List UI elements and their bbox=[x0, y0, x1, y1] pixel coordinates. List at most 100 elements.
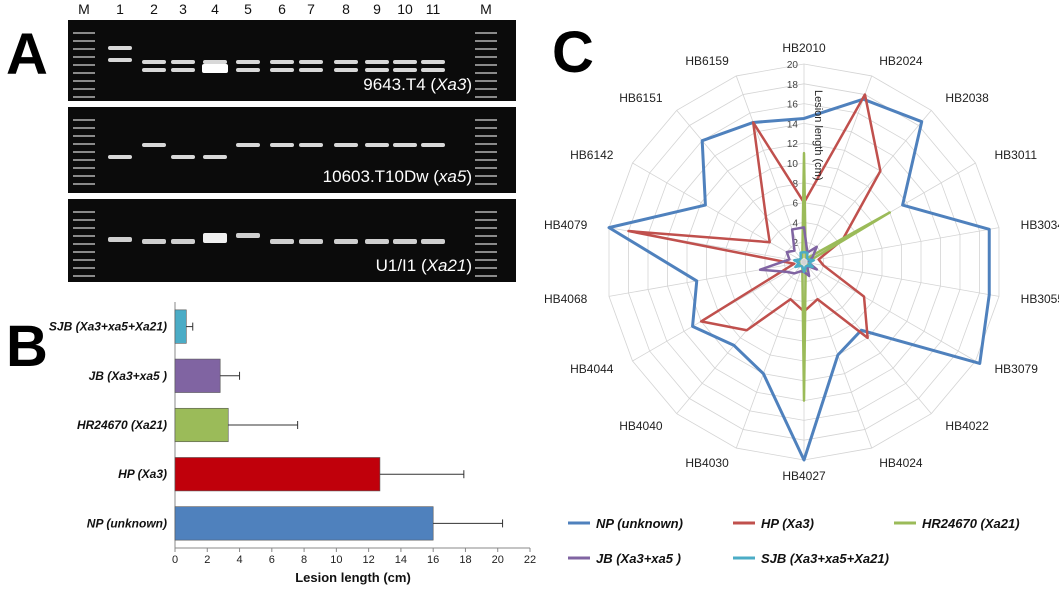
panel-label-b: B bbox=[6, 314, 48, 379]
radar-spoke bbox=[735, 261, 805, 449]
dna-band bbox=[299, 68, 323, 72]
legend-label: JB (Xa3+xa5 ) bbox=[596, 551, 681, 566]
ladder-band bbox=[475, 183, 497, 185]
radar-spoke bbox=[803, 261, 873, 449]
dna-band bbox=[334, 239, 358, 244]
dna-band bbox=[299, 239, 323, 244]
panel-label-a: A bbox=[6, 22, 48, 87]
radar-category-label: HB6159 bbox=[685, 54, 729, 68]
dna-band bbox=[393, 60, 417, 64]
ladder-band bbox=[73, 151, 95, 153]
gel-image-xa3: 9643.T4 (Xa3) bbox=[68, 20, 516, 101]
lane-label: 6 bbox=[278, 1, 286, 17]
ladder-band bbox=[475, 127, 497, 129]
ladder-band bbox=[73, 143, 95, 145]
gel-label-xa21: U1/I1 (Xa21) bbox=[375, 256, 472, 275]
radar-tick-label: 8 bbox=[792, 179, 798, 190]
bar bbox=[174, 457, 381, 492]
lane-label: 10 bbox=[397, 1, 413, 17]
ladder-band bbox=[475, 259, 497, 261]
ladder-band bbox=[475, 72, 497, 74]
dna-band bbox=[299, 143, 323, 147]
ladder-band bbox=[475, 135, 497, 137]
radar-spoke bbox=[676, 110, 805, 263]
x-tick-label: 0 bbox=[172, 554, 178, 566]
lane-label: 4 bbox=[211, 1, 219, 17]
radar-series-line bbox=[627, 93, 882, 340]
dna-band bbox=[421, 60, 445, 64]
radar-spoke bbox=[608, 227, 805, 263]
dna-band bbox=[365, 239, 389, 244]
lane-label: 11 bbox=[425, 1, 441, 17]
dna-band bbox=[365, 68, 389, 72]
radar-tick-label: 6 bbox=[792, 199, 798, 210]
radar-spoke bbox=[803, 261, 976, 362]
radar-spoke bbox=[803, 261, 1000, 297]
dna-band bbox=[142, 239, 166, 244]
x-tick-label: 18 bbox=[459, 554, 471, 566]
radar-gridline bbox=[608, 63, 1000, 461]
ladder-band bbox=[475, 235, 497, 237]
ladder-band bbox=[73, 227, 95, 229]
lane-label: M bbox=[480, 1, 492, 17]
ladder-band bbox=[475, 143, 497, 145]
dna-band bbox=[393, 68, 417, 72]
radar-gridline bbox=[725, 182, 883, 342]
ladder-band bbox=[73, 80, 95, 82]
dna-band bbox=[334, 68, 358, 72]
radar-spoke bbox=[803, 162, 976, 263]
dna-band bbox=[393, 239, 417, 244]
bar-category-label: HR24670 (Xa21) bbox=[77, 418, 167, 432]
ladder-band bbox=[475, 167, 497, 169]
legend-label: NP (unknown) bbox=[596, 516, 683, 531]
ladder-band bbox=[73, 135, 95, 137]
ladder-band bbox=[475, 56, 497, 58]
radar-category-label: HB4068 bbox=[544, 292, 588, 306]
dna-band bbox=[270, 239, 294, 244]
bar-chart-x-axis-title: Lesion length (cm) bbox=[295, 570, 411, 585]
dna-band bbox=[270, 60, 294, 64]
marker-name: 10603.T10Dw bbox=[322, 167, 429, 186]
ladder-band bbox=[73, 48, 95, 50]
dna-band bbox=[171, 239, 195, 244]
dna-band bbox=[142, 60, 166, 64]
dna-band bbox=[203, 60, 227, 64]
dna-band bbox=[270, 68, 294, 72]
dna-band bbox=[202, 64, 228, 73]
dna-band bbox=[421, 143, 445, 147]
ladder-band bbox=[73, 32, 95, 34]
ladder-band bbox=[475, 151, 497, 153]
marker-name: 9643.T4 bbox=[363, 75, 426, 94]
radar-spoke bbox=[803, 75, 873, 263]
dna-band bbox=[142, 143, 166, 147]
gene-name: Xa3 bbox=[436, 75, 467, 94]
ladder-band bbox=[73, 119, 95, 121]
legend-label: SJB (Xa3+xa5+Xa21) bbox=[761, 551, 889, 566]
radar-category-label: HB4040 bbox=[619, 419, 663, 433]
radar-spoke bbox=[803, 261, 932, 414]
radar-tick-label: 10 bbox=[787, 159, 799, 170]
dna-band bbox=[171, 68, 195, 72]
gel-image-xa21: U1/I1 (Xa21) bbox=[68, 199, 516, 282]
dna-band bbox=[421, 68, 445, 72]
gene-name: xa5 bbox=[438, 167, 467, 186]
ladder-band bbox=[475, 119, 497, 121]
ladder-band bbox=[475, 96, 497, 98]
dna-band bbox=[421, 239, 445, 244]
ladder-band bbox=[73, 219, 95, 221]
ladder-band bbox=[475, 80, 497, 82]
ladder-band bbox=[475, 227, 497, 229]
x-tick-label: 14 bbox=[395, 554, 407, 566]
ladder-band bbox=[73, 175, 95, 177]
ladder-band bbox=[475, 211, 497, 213]
radar-tick-label: 18 bbox=[787, 80, 799, 91]
ladder-band bbox=[73, 56, 95, 58]
ladder-band bbox=[73, 259, 95, 261]
dna-band bbox=[236, 68, 260, 72]
radar-tick-label: 16 bbox=[787, 100, 799, 111]
ladder-band bbox=[73, 159, 95, 161]
radar-gridline bbox=[784, 241, 824, 283]
ladder-band bbox=[475, 243, 497, 245]
ladder-band bbox=[73, 275, 95, 277]
ladder-band bbox=[73, 127, 95, 129]
